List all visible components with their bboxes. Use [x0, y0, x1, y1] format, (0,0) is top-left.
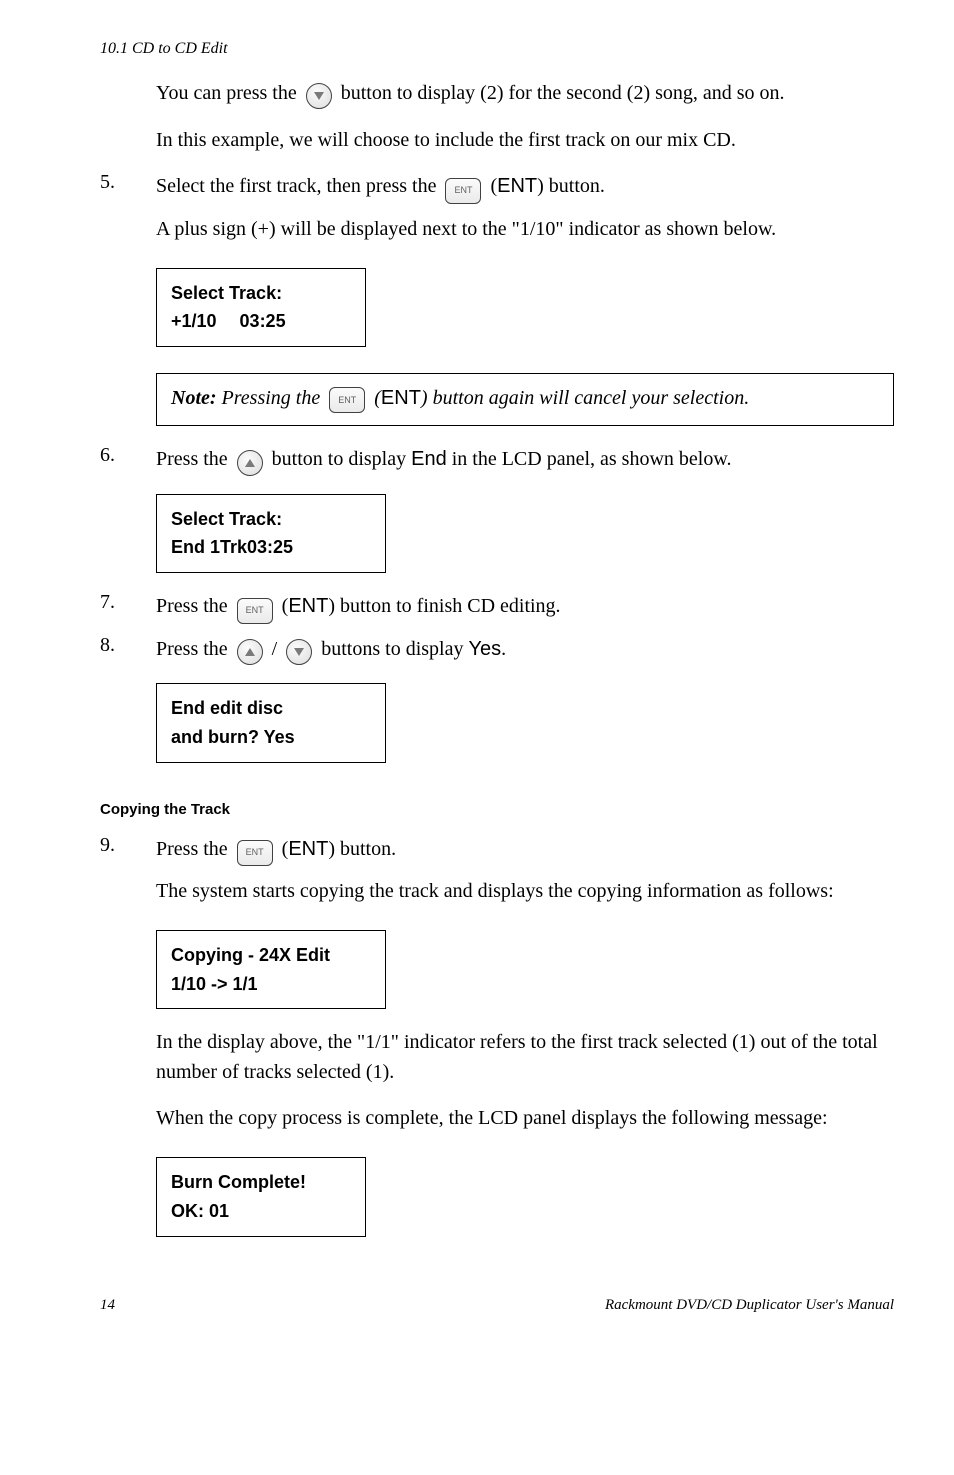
- text: Press the: [156, 638, 233, 660]
- step-text: Press the ENT (ENT) button to finish CD …: [156, 591, 894, 623]
- step-9: 9. Press the ENT (ENT) button.: [100, 834, 894, 866]
- step-number: 6.: [100, 444, 132, 475]
- ent-label: ENT: [381, 387, 421, 409]
- footer: 14 Rackmount DVD/CD Duplicator User's Ma…: [100, 1297, 894, 1314]
- page: 10.1 CD to CD Edit You can press the but…: [0, 0, 954, 1394]
- lcd-copying: Copying - 24X Edit 1/10 -> 1/1: [156, 930, 386, 1010]
- text: Press the: [156, 838, 233, 860]
- text: buttons to display: [321, 638, 468, 660]
- text: in the LCD panel, as shown below.: [447, 448, 732, 470]
- para-plus-sign: A plus sign (+) will be displayed next t…: [156, 214, 894, 244]
- lcd-line: Burn Complete!: [171, 1168, 351, 1197]
- manual-title: Rackmount DVD/CD Duplicator User's Manua…: [605, 1297, 894, 1314]
- lcd-end-edit: End edit disc and burn? Yes: [156, 683, 386, 763]
- text: ) button.: [328, 838, 396, 860]
- step-6: 6. Press the button to display End in th…: [100, 444, 894, 475]
- note-label: Note:: [171, 387, 217, 409]
- section-header: 10.1 CD to CD Edit: [100, 40, 894, 58]
- lcd-line: End edit disc: [171, 694, 371, 723]
- page-number: 14: [100, 1297, 115, 1314]
- note-box: Note: Pressing the ENT (ENT) button agai…: [156, 373, 894, 426]
- text: Select the first track, then press the: [156, 175, 441, 197]
- lcd-line: Select Track:: [171, 505, 371, 534]
- text: You can press the: [156, 82, 302, 104]
- text: Pressing the: [217, 387, 326, 409]
- step-8: 8. Press the / buttons to display Yes.: [100, 634, 894, 665]
- step-text: Press the button to display End in the L…: [156, 444, 894, 475]
- text: ) button.: [537, 175, 605, 197]
- body-block: A plus sign (+) will be displayed next t…: [156, 214, 894, 427]
- lcd-line: 1/10 -> 1/1: [171, 970, 371, 999]
- text: Press the: [156, 595, 233, 617]
- ent-button-icon: ENT: [329, 386, 365, 413]
- body-block: Select Track: End 1Trk03:25: [156, 486, 894, 592]
- step-number: 8.: [100, 634, 132, 665]
- step-text: Select the first track, then press the E…: [156, 171, 894, 203]
- lcd-line: +1/10 03:25: [171, 307, 351, 336]
- step-number: 5.: [100, 171, 132, 203]
- text: ) button again will cancel your selectio…: [421, 387, 749, 409]
- para-display-above: In the display above, the "1/1" indicato…: [156, 1027, 894, 1087]
- para-example: In this example, we will choose to inclu…: [156, 125, 894, 155]
- para-press-down: You can press the button to display (2) …: [156, 78, 894, 109]
- para-system-start: The system starts copying the track and …: [156, 876, 894, 906]
- step-number: 9.: [100, 834, 132, 866]
- step-number: 7.: [100, 591, 132, 623]
- body-block: End edit disc and burn? Yes: [156, 675, 894, 781]
- ent-label: ENT: [288, 595, 328, 617]
- ent-button-icon: ENT: [237, 834, 273, 866]
- text: ) button to finish CD editing.: [328, 595, 560, 617]
- step-text: Press the ENT (ENT) button.: [156, 834, 894, 866]
- lcd-select-track-1: Select Track: +1/10 03:25: [156, 268, 366, 348]
- step-text: Press the / buttons to display Yes.: [156, 634, 894, 665]
- end-label: End: [411, 448, 447, 470]
- lcd-line: and burn? Yes: [171, 723, 371, 752]
- up-icon: [237, 446, 263, 476]
- step-7: 7. Press the ENT (ENT) button to finish …: [100, 591, 894, 623]
- ent-button-icon: ENT: [445, 172, 481, 204]
- ent-button-icon: ENT: [237, 592, 273, 624]
- ent-label: ENT: [288, 838, 328, 860]
- text: button to display (2) for the second (2)…: [341, 82, 785, 104]
- down-icon: [306, 79, 332, 109]
- lcd-line: Select Track:: [171, 279, 351, 308]
- step-5: 5. Select the first track, then press th…: [100, 171, 894, 203]
- text: button to display: [272, 448, 411, 470]
- ent-label: ENT: [497, 175, 537, 197]
- para-copy-complete: When the copy process is complete, the L…: [156, 1103, 894, 1133]
- text: .: [501, 638, 506, 660]
- lcd-line: End 1Trk03:25: [171, 533, 371, 562]
- body-block: The system starts copying the track and …: [156, 876, 894, 1255]
- lcd-line: Copying - 24X Edit: [171, 941, 371, 970]
- up-icon: [237, 635, 263, 665]
- lcd-select-track-2: Select Track: End 1Trk03:25: [156, 494, 386, 574]
- body-block: You can press the button to display (2) …: [156, 78, 894, 155]
- lcd-burn-complete: Burn Complete! OK: 01: [156, 1157, 366, 1237]
- text: Press the: [156, 448, 233, 470]
- subheading-copying: Copying the Track: [100, 801, 894, 818]
- text: (: [374, 387, 381, 409]
- lcd-line: OK: 01: [171, 1197, 351, 1226]
- down-icon: [286, 635, 312, 665]
- text: /: [272, 638, 283, 660]
- yes-label: Yes: [468, 638, 501, 660]
